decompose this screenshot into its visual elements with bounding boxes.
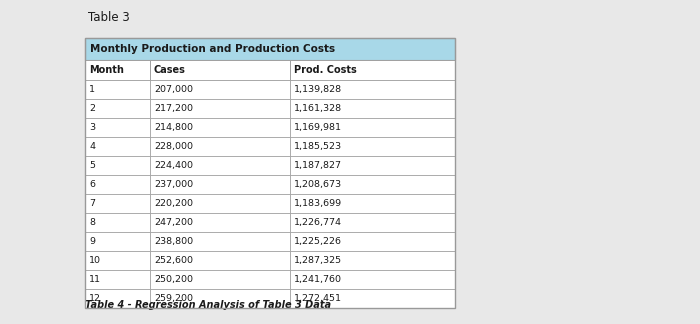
Text: 1,226,774: 1,226,774 xyxy=(294,218,342,227)
Text: Prod. Costs: Prod. Costs xyxy=(294,65,357,75)
Text: 217,200: 217,200 xyxy=(154,104,193,113)
Bar xyxy=(150,270,290,289)
Text: 207,000: 207,000 xyxy=(154,85,193,94)
Bar xyxy=(290,60,455,80)
Text: 3: 3 xyxy=(89,123,95,132)
Bar xyxy=(290,213,455,232)
Text: 224,400: 224,400 xyxy=(154,161,193,170)
Text: 220,200: 220,200 xyxy=(154,199,193,208)
Text: 1,185,523: 1,185,523 xyxy=(294,142,342,151)
Bar xyxy=(85,213,150,232)
Bar xyxy=(85,118,150,137)
Bar xyxy=(150,80,290,99)
Text: 10: 10 xyxy=(89,256,101,265)
Bar xyxy=(290,289,455,308)
Bar xyxy=(85,175,150,194)
Text: 1,208,673: 1,208,673 xyxy=(294,180,342,189)
Text: 237,000: 237,000 xyxy=(154,180,193,189)
Bar xyxy=(150,194,290,213)
Text: 252,600: 252,600 xyxy=(154,256,193,265)
Text: 2: 2 xyxy=(89,104,95,113)
Bar xyxy=(290,270,455,289)
Bar xyxy=(290,80,455,99)
Text: 5: 5 xyxy=(89,161,95,170)
Text: 6: 6 xyxy=(89,180,95,189)
Bar xyxy=(85,38,455,308)
Bar xyxy=(85,137,150,156)
Text: 238,800: 238,800 xyxy=(154,237,193,246)
Bar xyxy=(85,270,150,289)
Text: 1,287,325: 1,287,325 xyxy=(294,256,342,265)
Text: 1,272,451: 1,272,451 xyxy=(294,294,342,303)
Bar xyxy=(290,156,455,175)
Bar xyxy=(85,80,150,99)
Text: 1,183,699: 1,183,699 xyxy=(294,199,342,208)
Text: 228,000: 228,000 xyxy=(154,142,193,151)
Text: 1,225,226: 1,225,226 xyxy=(294,237,342,246)
Bar xyxy=(290,137,455,156)
Text: Monthly Production and Production Costs: Monthly Production and Production Costs xyxy=(90,44,335,54)
Text: 214,800: 214,800 xyxy=(154,123,193,132)
Bar xyxy=(290,175,455,194)
Bar xyxy=(150,137,290,156)
Bar xyxy=(85,38,455,308)
Bar xyxy=(85,38,455,60)
Text: Cases: Cases xyxy=(154,65,186,75)
Bar xyxy=(85,251,150,270)
Text: 4: 4 xyxy=(89,142,95,151)
Text: 1,169,981: 1,169,981 xyxy=(294,123,342,132)
Text: 7: 7 xyxy=(89,199,95,208)
Bar xyxy=(150,156,290,175)
Bar xyxy=(290,118,455,137)
Bar xyxy=(150,99,290,118)
Text: 8: 8 xyxy=(89,218,95,227)
Bar xyxy=(150,232,290,251)
Bar xyxy=(150,118,290,137)
Bar xyxy=(150,289,290,308)
Bar xyxy=(85,99,150,118)
Text: 1,139,828: 1,139,828 xyxy=(294,85,342,94)
Bar xyxy=(85,60,150,80)
Text: 247,200: 247,200 xyxy=(154,218,193,227)
Text: Month: Month xyxy=(89,65,124,75)
Bar xyxy=(85,289,150,308)
Text: 1,161,328: 1,161,328 xyxy=(294,104,342,113)
Text: 250,200: 250,200 xyxy=(154,275,193,284)
Bar xyxy=(150,175,290,194)
Bar xyxy=(85,194,150,213)
Text: Table 4 - Regression Analysis of Table 3 Data: Table 4 - Regression Analysis of Table 3… xyxy=(85,300,331,310)
Text: 259,200: 259,200 xyxy=(154,294,193,303)
Bar xyxy=(150,213,290,232)
Text: 1,241,760: 1,241,760 xyxy=(294,275,342,284)
Bar xyxy=(290,99,455,118)
Bar xyxy=(150,60,290,80)
Text: 12: 12 xyxy=(89,294,101,303)
Text: Table 3: Table 3 xyxy=(88,11,130,24)
Bar xyxy=(85,156,150,175)
Text: 11: 11 xyxy=(89,275,101,284)
Bar xyxy=(290,194,455,213)
Bar xyxy=(85,232,150,251)
Text: 9: 9 xyxy=(89,237,95,246)
Text: 1: 1 xyxy=(89,85,95,94)
Bar xyxy=(150,251,290,270)
Bar xyxy=(290,251,455,270)
Bar xyxy=(290,232,455,251)
Text: 1,187,827: 1,187,827 xyxy=(294,161,342,170)
